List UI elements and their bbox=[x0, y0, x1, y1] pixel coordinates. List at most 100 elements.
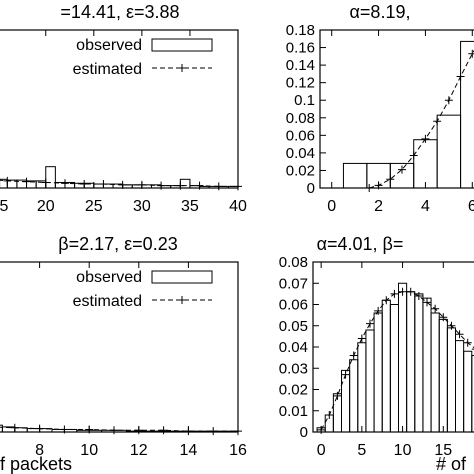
estimated-marker bbox=[463, 338, 472, 347]
y-tick-label: 0 bbox=[300, 424, 308, 441]
histogram-bar bbox=[406, 291, 416, 433]
histogram-bar bbox=[342, 162, 368, 189]
histogram-bar bbox=[398, 282, 408, 433]
x-axis-label: # of bbox=[436, 454, 467, 474]
estimated-marker bbox=[444, 96, 453, 105]
estimated-marker bbox=[357, 334, 366, 343]
x-tick-label: 14 bbox=[180, 442, 198, 459]
estimated-marker bbox=[60, 179, 69, 188]
y-tick-label: 0.06 bbox=[286, 127, 315, 144]
estimated-marker bbox=[439, 313, 448, 322]
histogram-bar bbox=[422, 297, 432, 433]
estimated-marker bbox=[209, 427, 218, 436]
estimated-marker bbox=[471, 348, 474, 350]
y-tick-label: 0.12 bbox=[286, 75, 315, 92]
estimated-marker bbox=[80, 180, 89, 189]
x-tick-label: 5 bbox=[357, 442, 366, 459]
legend-marker-estimated bbox=[178, 64, 186, 72]
histogram-bar bbox=[349, 359, 359, 433]
y-tick-label: 0.04 bbox=[279, 339, 308, 356]
histogram-bar bbox=[463, 350, 473, 433]
x-axis-label: f packets bbox=[0, 454, 72, 474]
histogram-bar bbox=[389, 304, 400, 433]
y-tick-label: 0.05 bbox=[279, 318, 308, 335]
chart-panel-4: α=4.01, β= 0 5 10 15 0 0.01 0.02 0.03 0.04 0.05 0.0… bbox=[279, 234, 474, 474]
estimated-marker bbox=[325, 411, 334, 419]
estimated-marker bbox=[110, 426, 118, 435]
x-tick-label: 30 bbox=[133, 198, 151, 215]
histogram-bar bbox=[357, 342, 367, 433]
chart-title: α=8.19, bbox=[350, 2, 411, 22]
chart-title: =14.41, ε=3.88 bbox=[60, 2, 179, 22]
estimated-marker bbox=[99, 180, 108, 189]
x-tick-label: 5 bbox=[0, 198, 9, 215]
legend-swatch-observed bbox=[151, 270, 213, 284]
estimated-marker bbox=[3, 176, 12, 185]
histogram-bar bbox=[471, 355, 474, 433]
x-tick-label: 4 bbox=[421, 198, 430, 215]
estimated-marker bbox=[10, 423, 19, 432]
estimated-marker bbox=[398, 165, 406, 174]
estimated-marker bbox=[468, 49, 474, 58]
estimated-marker bbox=[390, 289, 399, 298]
estimated-marker bbox=[374, 306, 383, 315]
histogram-bar bbox=[413, 139, 438, 189]
histogram-bar bbox=[179, 178, 191, 189]
estimated-marker bbox=[159, 426, 168, 435]
histogram-bar bbox=[414, 293, 424, 433]
chart-panel-2: α=8.19,0 2 4 600.020.040.060.080.10.120.140… bbox=[286, 2, 474, 215]
legend-marker-estimated bbox=[178, 296, 186, 304]
legend-label-estimated: estimated bbox=[73, 61, 142, 78]
y-tick-label: 0.03 bbox=[279, 360, 308, 377]
plot-frame bbox=[0, 261, 239, 433]
chart-title: α=4.01, β= bbox=[317, 234, 404, 254]
legend-label-observed: observed bbox=[76, 37, 142, 54]
histogram-bar bbox=[430, 312, 440, 433]
y-tick-label: 0.08 bbox=[279, 254, 308, 271]
chart-title: β=2.17, ε=0.23 bbox=[58, 234, 177, 254]
plot-frame bbox=[319, 29, 474, 189]
estimated-marker bbox=[431, 304, 440, 313]
x-tick-label: 6 bbox=[468, 198, 474, 215]
histogram-bar bbox=[45, 166, 56, 189]
y-tick-label: 0.16 bbox=[286, 40, 315, 57]
y-tick-label: 0.14 bbox=[286, 57, 315, 74]
histogram-bar bbox=[381, 299, 391, 433]
x-tick-label: 15 bbox=[434, 442, 452, 459]
x-tick-label: 10 bbox=[80, 442, 98, 459]
y-tick-label: 0.01 bbox=[279, 403, 308, 420]
y-tick-label: 0.02 bbox=[279, 382, 308, 399]
chart-panel-1: =14.41, ε=3.88 5 20 25 30 35 40 observed estimat… bbox=[0, 2, 247, 215]
estimated-marker bbox=[447, 321, 456, 330]
histogram-bar bbox=[365, 329, 375, 433]
estimated-marker bbox=[406, 287, 415, 296]
estimated-marker bbox=[409, 151, 418, 160]
x-tick-label: 40 bbox=[229, 198, 247, 215]
x-tick-label: 25 bbox=[85, 198, 103, 215]
histogram-bar bbox=[436, 114, 462, 189]
estimated-marker bbox=[423, 298, 431, 307]
histogram-bar bbox=[455, 340, 465, 433]
estimated-marker bbox=[382, 296, 391, 305]
estimated-marker bbox=[455, 330, 464, 339]
histogram-bar bbox=[438, 318, 448, 433]
estimated-marker bbox=[398, 287, 407, 296]
y-tick-label: 0.08 bbox=[286, 110, 315, 127]
estimated-curve bbox=[320, 291, 474, 431]
x-tick-label: 10 bbox=[394, 442, 412, 459]
y-tick-label: 0.1 bbox=[294, 92, 315, 109]
chart-panel-3: β=2.17, ε=0.236810121416f packetsobserve… bbox=[0, 234, 247, 474]
estimated-curve bbox=[369, 49, 474, 189]
plot-frame bbox=[312, 261, 474, 433]
y-tick-label: 0.04 bbox=[286, 145, 315, 162]
x-tick-label: 8 bbox=[35, 442, 44, 459]
legend-label-estimated: estimated bbox=[73, 293, 142, 310]
estimated-marker bbox=[456, 72, 465, 81]
x-tick-label: 2 bbox=[374, 198, 383, 215]
estimated-marker bbox=[386, 175, 395, 184]
x-tick-label: 16 bbox=[229, 442, 247, 459]
estimated-marker bbox=[22, 177, 31, 186]
legend-label-observed: observed bbox=[76, 269, 142, 286]
legend-swatch-observed bbox=[151, 38, 213, 52]
